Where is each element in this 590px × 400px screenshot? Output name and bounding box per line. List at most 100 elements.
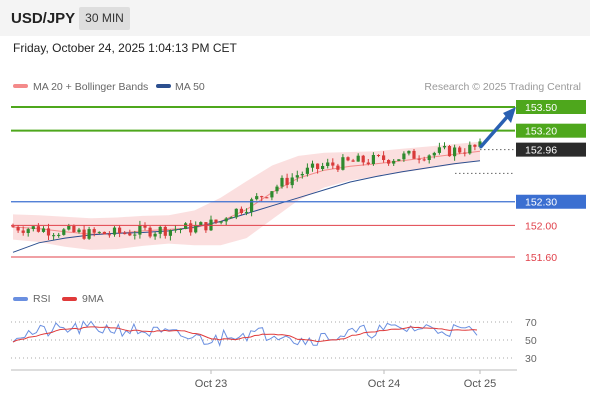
candle-body [158,226,162,234]
x-axis: Oct 23 Oct 24 Oct 25 [11,369,517,390]
forecast-arrow [479,107,516,149]
candle-body [234,208,238,218]
rsi-line [12,320,478,348]
candle-body [260,196,264,198]
candle-body [453,147,457,157]
candle-body [321,166,325,169]
candle-body [361,155,365,163]
x-tick-label: Oct 23 [195,378,227,390]
candle-body [376,155,381,156]
rsi-axis-label: 50 [525,335,537,347]
candle-body [270,191,274,198]
candle-body [326,162,330,166]
candle-body [148,227,152,237]
candle-body [123,233,127,235]
current-price-text: 152.96 [525,145,557,157]
arrow-shaft [479,115,509,149]
candle-body [290,177,294,186]
timestamp-label: Friday, October 24, 2025 1:04:13 PM CET [13,41,237,55]
candle-body [77,229,81,232]
candle-body [300,174,304,176]
candle-body [468,144,472,154]
resistance-tag-text: 153.20 [525,126,557,138]
candle-body [87,229,91,239]
candle-body [143,225,147,228]
candle-body [178,229,183,230]
candle-body [275,186,279,192]
candle-body [184,223,188,229]
candle-body [62,229,66,235]
candle-body [265,197,269,199]
candle-body [36,226,40,232]
candle-body [250,199,254,212]
candle-body [285,177,289,185]
candle-body [432,152,436,156]
candle-body [204,222,208,231]
candle-body [244,211,249,213]
current-price-tag [516,142,586,157]
candle-body [229,217,233,219]
candle-body [214,219,218,223]
candle-body [138,225,142,235]
candle-body [21,230,25,233]
rsi-legend: RSI 9MA [13,293,104,305]
x-tick-label: Oct 24 [368,378,400,390]
arrow-head [503,107,516,123]
candle-body [478,141,482,147]
support-label: 152.00 [525,220,557,232]
candle-body [153,233,157,237]
candle-body [351,160,355,162]
candle-body [133,234,137,236]
candle-body [382,155,386,160]
ma20-legend-label: MA 20 + Bollinger Bands [33,81,148,93]
candle-body [422,159,426,161]
resistance-tag [516,123,586,138]
candle-body [219,221,223,223]
x-tick-label: Oct 25 [464,378,496,390]
candle-body [82,229,86,239]
candle-body [11,226,15,228]
candle-body [417,158,421,160]
candle-body [437,147,441,153]
rsi-axis-label: 30 [525,353,537,365]
credit-label: Research © 2025 Trading Central [424,81,581,93]
candle-body [356,155,360,162]
candle-body [57,234,61,236]
chart-header: USD/JPY 30 MIN [0,0,590,36]
bollinger-fill [13,141,480,250]
candle-body [366,162,370,164]
pivot-tag-text: 152.30 [525,197,557,209]
candle-body [280,177,284,187]
ma50-legend-label: MA 50 [175,81,205,93]
candle-body [387,160,391,164]
candle-body [447,146,452,157]
timeframe-badge[interactable]: 30 MIN [79,7,130,30]
rsi-swatch [13,297,28,301]
candle-body [224,218,228,222]
candle-body [442,146,447,148]
candle-body [458,147,462,153]
candle-body [72,226,76,232]
resistance-tag-text: 153.50 [525,102,557,114]
bollinger-band [13,141,480,250]
candle-body [371,155,375,164]
ma9-swatch [62,297,77,301]
candle-body [31,226,35,229]
candle-body [402,153,406,160]
candle-body [163,226,167,236]
candle-body [412,150,416,159]
rsi-legend-label: RSI [33,293,51,305]
candle-body [305,167,309,174]
candle-body [107,234,111,236]
rsi-axis-label: 70 [525,317,537,329]
ma20-swatch [13,84,28,88]
candle-body [295,175,299,178]
candle-body [41,228,46,232]
candle-body [118,227,122,234]
candle-body [331,162,335,166]
candle-body [92,229,96,233]
candle-body [316,163,320,169]
candle-body [189,223,193,233]
pivot-tag [516,194,586,209]
